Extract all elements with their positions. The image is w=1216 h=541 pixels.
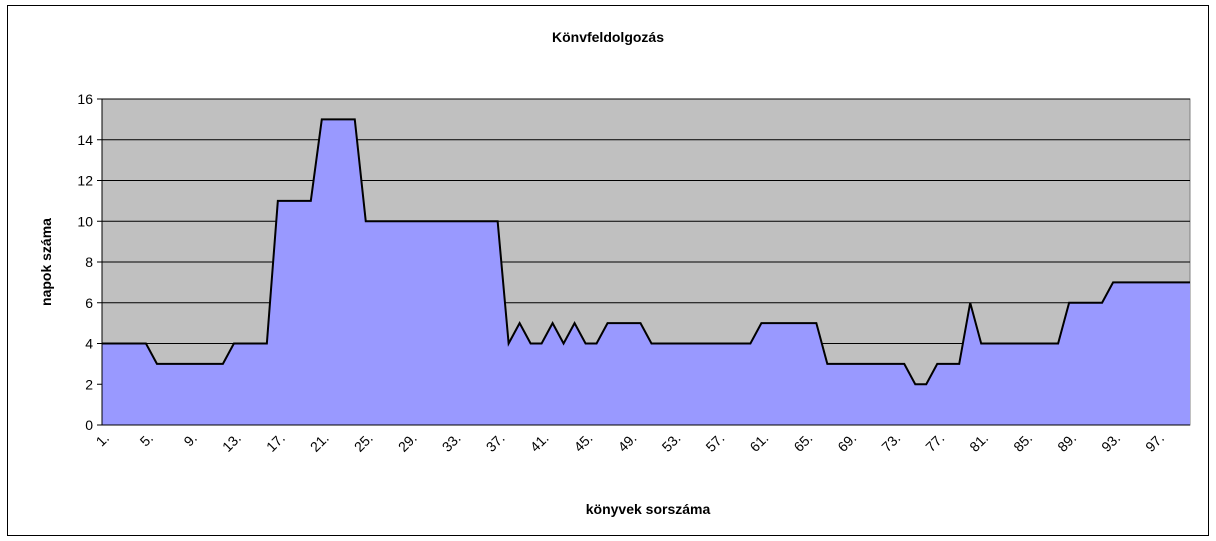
y-tick-label: 14 xyxy=(77,132,93,148)
x-axis-label: könyvek sorszáma xyxy=(586,501,711,517)
y-tick-label: 6 xyxy=(85,295,93,311)
y-tick-label: 12 xyxy=(77,173,93,189)
area-fill xyxy=(102,119,1190,425)
y-tick-label: 8 xyxy=(85,254,93,270)
chart-title: Könvfeldolgozás xyxy=(552,29,664,45)
y-tick-label: 2 xyxy=(85,376,93,392)
area-line xyxy=(102,118,1190,386)
y-tick-label: 4 xyxy=(85,336,93,352)
y-tick-label: 16 xyxy=(77,91,93,107)
y-axis-label: napok száma xyxy=(38,218,54,306)
y-tick-label: 10 xyxy=(77,213,93,229)
y-tick-label: 0 xyxy=(85,417,93,433)
